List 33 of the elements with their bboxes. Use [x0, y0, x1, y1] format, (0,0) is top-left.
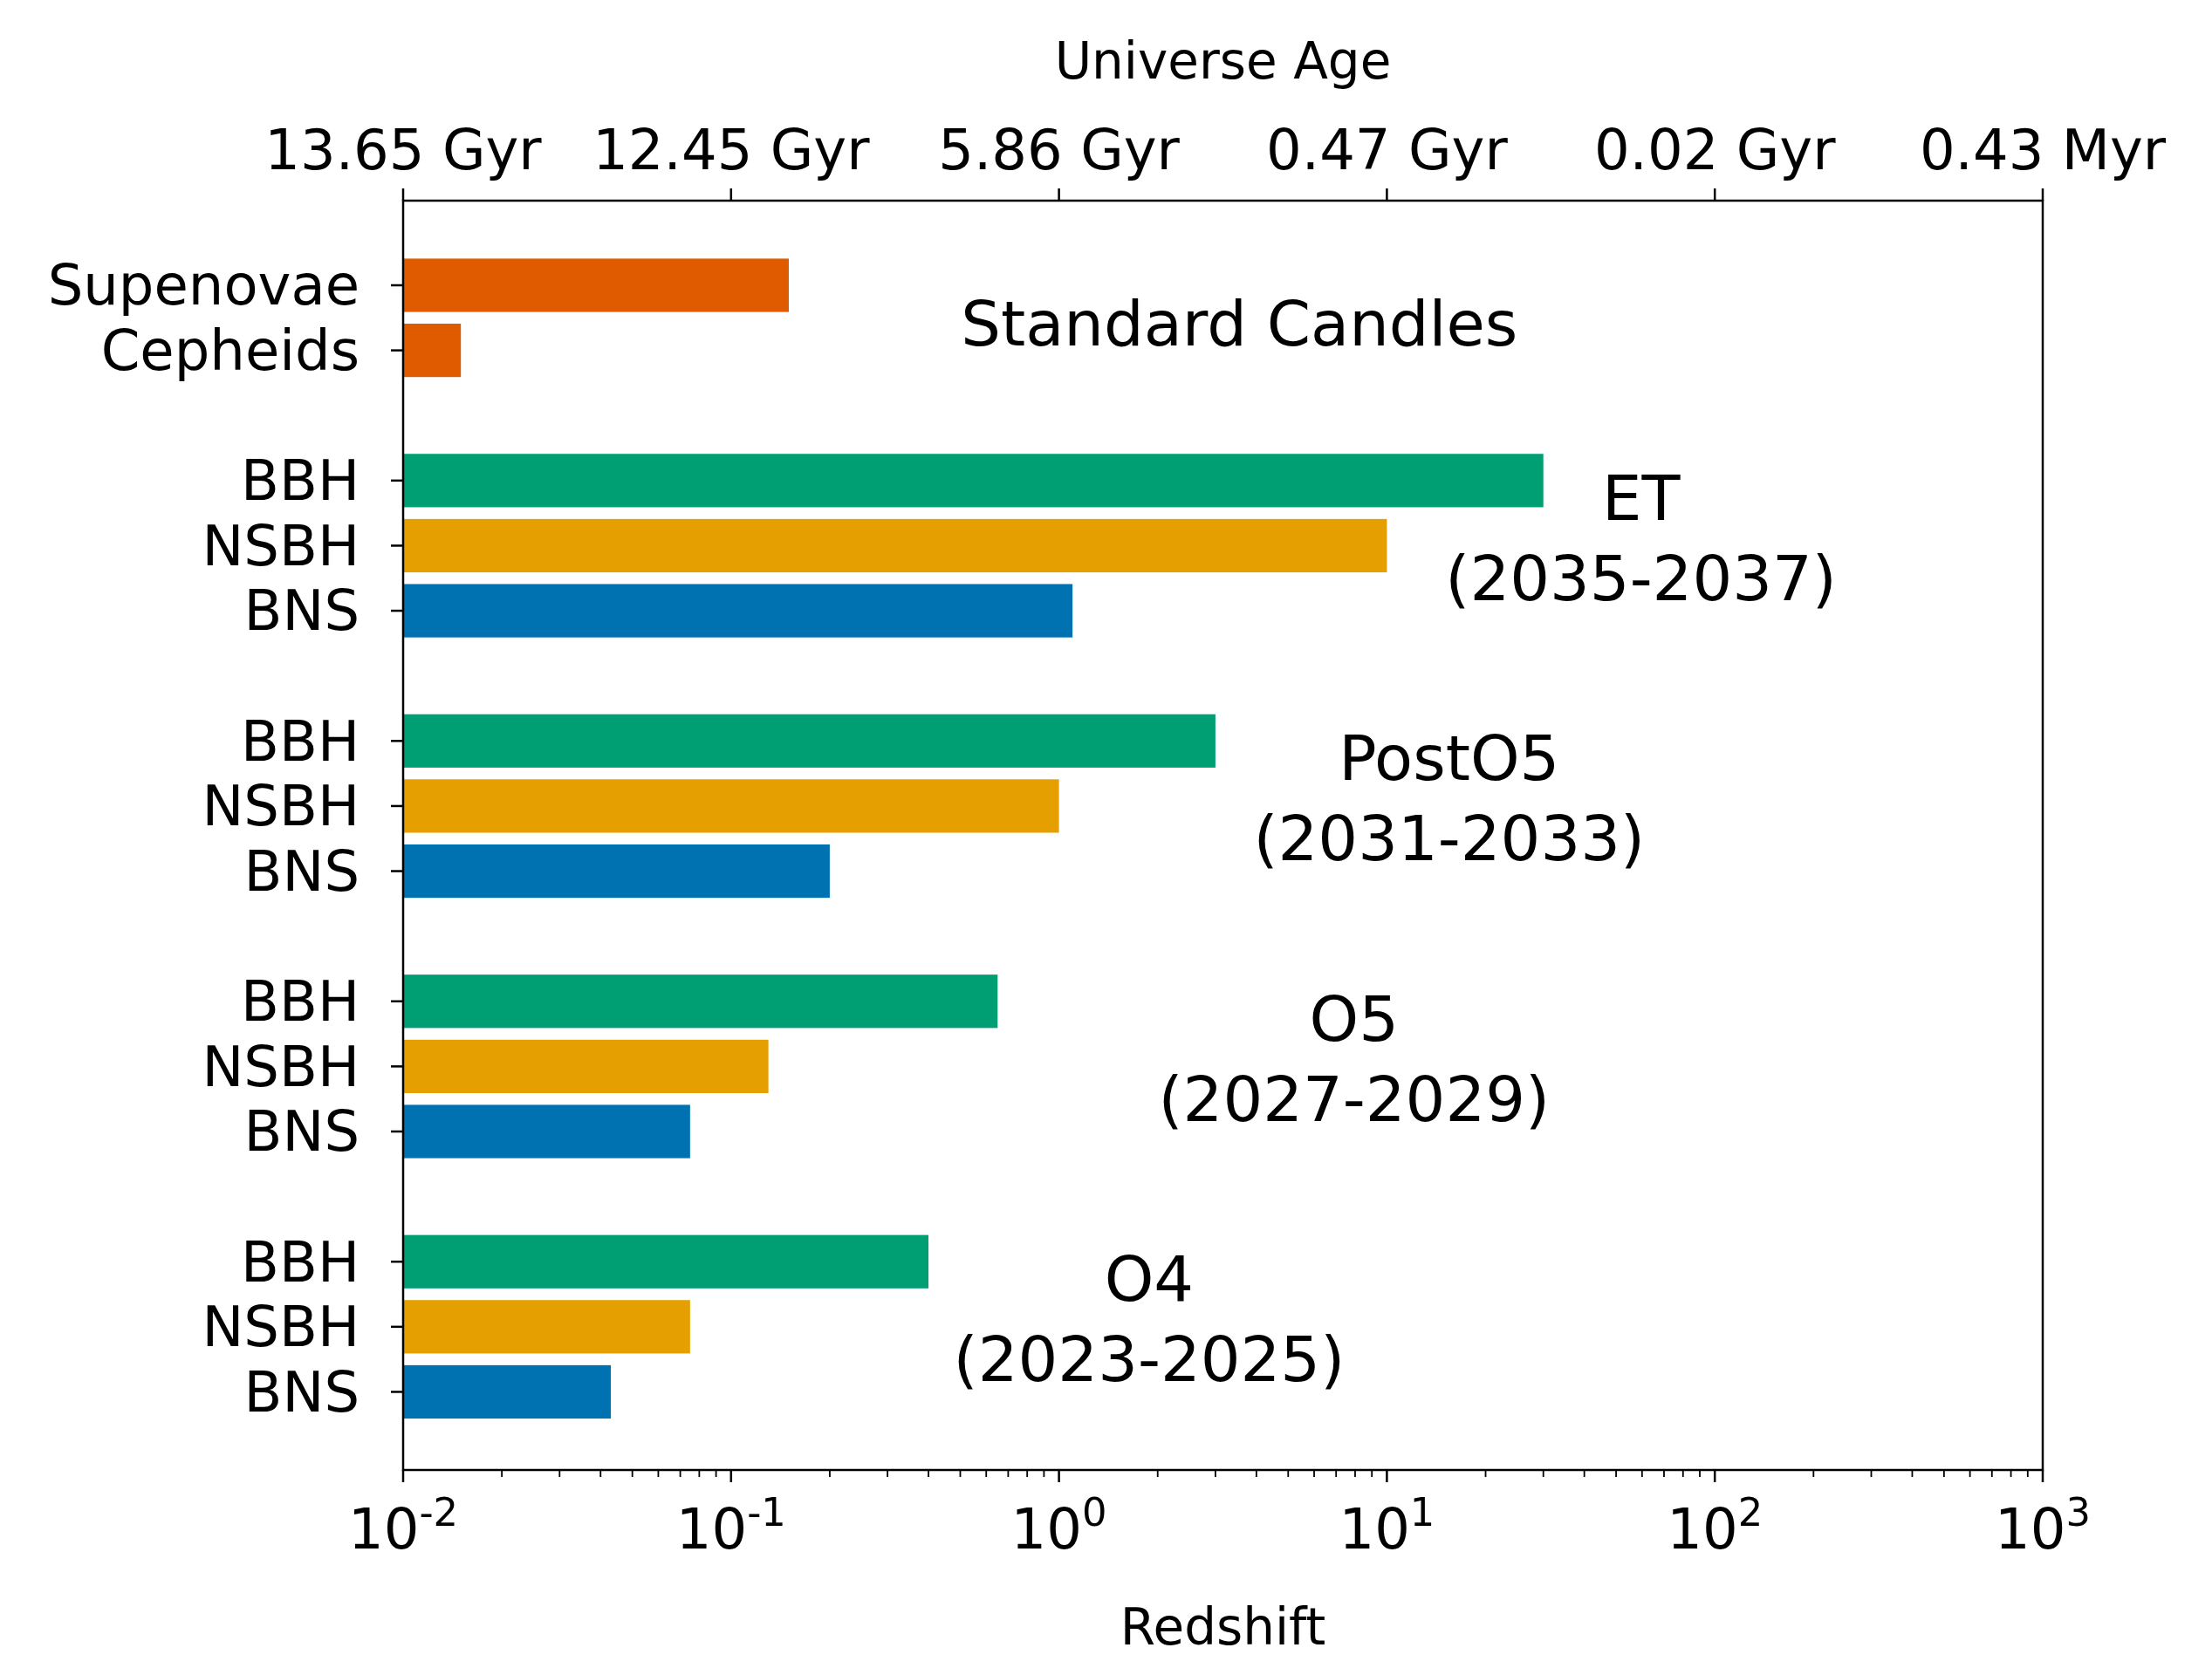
text: 0.02 Gyr: [1593, 118, 1837, 182]
y-tick-label: NSBH: [202, 513, 360, 578]
y-tick-label: Supenovae: [47, 253, 360, 318]
x-tick-label: 10$^{-1}$: [675, 1488, 786, 1562]
text: 13.65 Gyr: [264, 118, 543, 182]
x-tick-label: 10$^{1}$: [1339, 1488, 1435, 1562]
y-tick-label: BBH: [241, 448, 360, 514]
annotation: Standard Candles: [961, 286, 1518, 360]
x-tick-label: 10$^{0}$: [1010, 1488, 1107, 1562]
annotation: PostO5 (2031-2033): [1253, 721, 1646, 876]
y-tick-label: BBH: [241, 1229, 360, 1295]
y-tick-label: NSBH: [202, 1295, 360, 1360]
y-tick-label: BBH: [241, 708, 360, 774]
y-tick-label: BNS: [243, 1359, 360, 1425]
x-tick-label: 10$^{2}$: [1667, 1488, 1763, 1562]
y-tick-label: BNS: [243, 1099, 360, 1165]
x-axis-title: Redshift: [1120, 1597, 1326, 1657]
text: 12.45 Gyr: [592, 118, 871, 182]
annotation: ET (2035-2037): [1445, 461, 1837, 615]
text: 5.86 Gyr: [938, 118, 1181, 182]
annotation: O4 (2023-2025): [953, 1242, 1346, 1397]
text: 0.47 Gyr: [1266, 118, 1509, 182]
y-tick-label: NSBH: [202, 1034, 360, 1099]
text: 0.43 Myr: [1919, 118, 2167, 182]
x-tick-label: 10$^{-2}$: [347, 1488, 459, 1562]
annotation: O5 (2027-2029): [1158, 981, 1551, 1136]
y-tick-label: BNS: [243, 838, 360, 904]
y-tick-label: BBH: [241, 969, 360, 1035]
x-tick-label: 10$^{3}$: [1995, 1488, 2091, 1562]
x2-axis-title: Universe Age: [1054, 31, 1392, 91]
y-tick-label: NSBH: [202, 774, 360, 839]
y-tick-label: BNS: [243, 578, 360, 644]
y-tick-label: Cepheids: [100, 318, 360, 384]
